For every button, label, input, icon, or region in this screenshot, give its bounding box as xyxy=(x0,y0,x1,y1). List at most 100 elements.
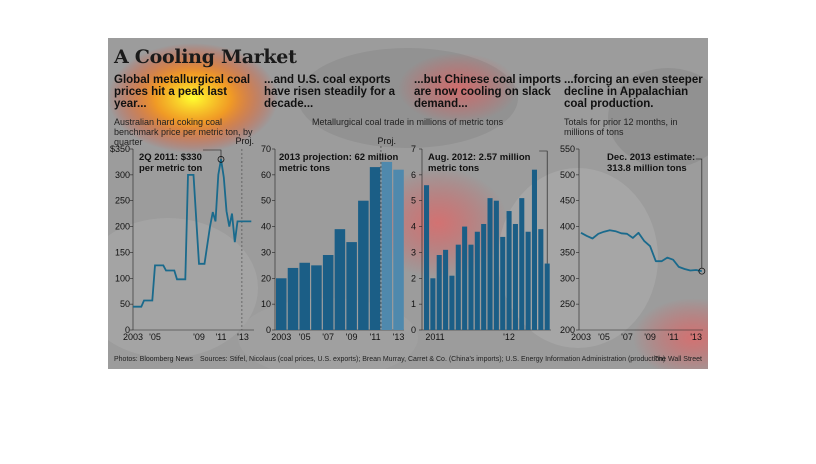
photo-credit: Photos: Bloomberg News xyxy=(114,356,193,363)
imports-bar xyxy=(519,198,525,330)
production-y-tick: 300 xyxy=(560,273,575,283)
imports-bar xyxy=(449,275,455,330)
imports-bar xyxy=(474,231,480,330)
prices-y-tick: 50 xyxy=(120,299,130,309)
production-x-tick: '13 xyxy=(690,332,702,342)
heat-glow xyxy=(108,43,278,153)
exports-bar xyxy=(287,267,299,330)
exports-x-tick: 2003 xyxy=(271,332,291,342)
exports-y-tick: 20 xyxy=(261,273,271,283)
exports-x-tick: '09 xyxy=(346,332,358,342)
sources-note: Sources: Stifel, Nicolaus (coal prices, … xyxy=(200,356,666,363)
prices-y-tick: 250 xyxy=(115,196,130,206)
subtitle-production: Totals for prior 12 months, in millions … xyxy=(564,117,678,137)
infographic: A Cooling Market Global metallurgical co… xyxy=(108,38,708,369)
prices-y-tick: 300 xyxy=(115,170,130,180)
prices-y-tick: 0 xyxy=(125,325,130,335)
prices-x-tick: 2003 xyxy=(123,332,143,342)
headline-exports: ...and U.S. coal exports have risen stea… xyxy=(264,74,396,110)
exports-bar xyxy=(369,167,381,330)
imports-x-tick: 2011 xyxy=(425,332,444,342)
exports-annotation: metric tons xyxy=(279,163,330,174)
production-annotation: Dec. 2013 estimate: xyxy=(607,152,695,163)
imports-annotation: Aug. 2012: 2.57 million xyxy=(428,152,531,163)
imports-y-tick: 4 xyxy=(411,222,416,232)
prices-x-tick: '09 xyxy=(193,332,205,342)
imports-y-tick: 5 xyxy=(411,196,416,206)
imports-bar xyxy=(436,255,442,330)
production-annotation-leader xyxy=(695,158,703,269)
headline-china: ...but Chinese coal imports are now cool… xyxy=(414,74,561,110)
imports-y-tick: 3 xyxy=(411,247,416,257)
exports-bar xyxy=(334,229,346,330)
imports-y-tick: 7 xyxy=(411,144,416,154)
prices-annotation-leader xyxy=(203,149,222,160)
prices-y-tick: 100 xyxy=(115,273,130,283)
production-y-tick: 200 xyxy=(560,325,575,335)
exports-y-tick: 60 xyxy=(261,170,271,180)
prices-annotation: 2Q 2011: $330 xyxy=(139,152,202,163)
exports-bar xyxy=(346,242,357,330)
imports-bar xyxy=(500,236,506,330)
exports-annotation: 2013 projection: 62 million xyxy=(279,152,399,163)
imports-bar xyxy=(462,226,468,330)
imports-bar xyxy=(506,211,512,330)
prices-x-tick: '11 xyxy=(215,332,226,342)
exports-bar xyxy=(393,169,404,330)
exports-x-tick: '05 xyxy=(299,332,311,342)
imports-bar xyxy=(531,169,537,330)
imports-y-tick: 1 xyxy=(411,299,416,309)
exports-y-tick: 50 xyxy=(261,196,271,206)
imports-bar xyxy=(538,229,544,330)
exports-bar xyxy=(311,265,322,330)
exports-bar xyxy=(299,262,310,330)
exports-proj-label: Proj. xyxy=(377,136,396,146)
prices-annotation: per metric ton xyxy=(139,163,203,174)
prices-y-tick: 200 xyxy=(115,222,130,232)
imports-bar xyxy=(430,278,436,330)
production-x-tick: '05 xyxy=(598,332,610,342)
production-x-tick: '09 xyxy=(644,332,656,342)
prices-series-line xyxy=(133,159,252,308)
imports-bar xyxy=(487,198,493,330)
imports-annotation-leader xyxy=(539,150,548,264)
subtitle-prices: Australian hard coking coal benchmark pr… xyxy=(114,117,253,147)
imports-bar xyxy=(493,200,499,330)
exports-y-tick: 0 xyxy=(266,325,271,335)
production-x-tick: '07 xyxy=(621,332,633,342)
imports-bar xyxy=(468,244,474,330)
brand-label: The Wall Street xyxy=(654,356,702,363)
exports-bar xyxy=(276,278,287,330)
prices-x-tick: '05 xyxy=(149,332,161,342)
exports-bar xyxy=(358,200,369,330)
imports-y-tick: 6 xyxy=(411,170,416,180)
graphic-title: A Cooling Market xyxy=(114,46,297,68)
prices-proj-label: Proj. xyxy=(235,136,254,146)
imports-bar xyxy=(443,249,449,330)
production-x-tick: '11 xyxy=(668,332,679,342)
prices-y-tick: $350 xyxy=(110,144,130,154)
exports-bar xyxy=(322,255,334,330)
imports-y-tick: 2 xyxy=(411,273,416,283)
imports-y-tick: 0 xyxy=(411,325,416,335)
production-y-tick: 450 xyxy=(560,196,575,206)
exports-x-tick: '07 xyxy=(322,332,334,342)
headline-prices: Global metallurgical coal prices hit a p… xyxy=(114,74,251,110)
exports-x-tick: '11 xyxy=(370,332,381,342)
imports-bar xyxy=(481,223,487,330)
imports-bar xyxy=(455,244,461,330)
production-y-tick: 250 xyxy=(560,299,575,309)
production-x-tick: 2003 xyxy=(571,332,591,342)
imports-bar xyxy=(424,185,430,330)
exports-y-tick: 40 xyxy=(261,222,271,232)
prices-y-tick: 150 xyxy=(115,247,130,257)
imports-x-tick: '12 xyxy=(503,332,515,342)
production-y-tick: 350 xyxy=(560,247,575,257)
prices-x-tick: '13 xyxy=(237,332,249,342)
imports-bar xyxy=(544,263,550,330)
imports-annotation: metric tons xyxy=(428,163,479,174)
exports-x-tick: '13 xyxy=(393,332,405,342)
subtitle-trade: Metallurgical coal trade in millions of … xyxy=(312,117,504,127)
imports-bar xyxy=(525,231,531,330)
imports-bar xyxy=(512,223,518,330)
